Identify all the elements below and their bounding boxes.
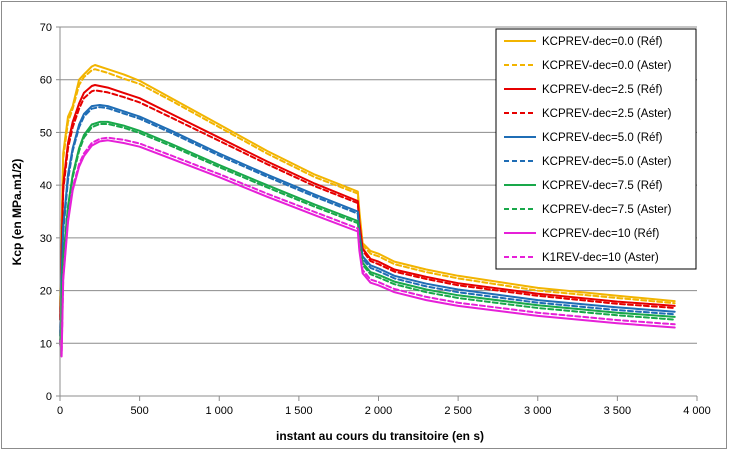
legend-label-5: KCPREV-dec=5.0 (Réf) — [542, 132, 663, 144]
series-line-5 — [59, 104, 676, 334]
legend-label-6: KCPREV-dec=5.0 (Aster) — [542, 156, 672, 168]
y-tick-label: 30 — [40, 233, 52, 245]
series-line-8 — [59, 123, 676, 346]
legend: KCPREV-dec=0.0 (Réf) KCPREV-dec=0.0 (Aste… — [495, 28, 697, 270]
series-layer — [59, 64, 676, 358]
legend-label-1: KCPREV-dec=0.0 (Réf) — [542, 36, 663, 48]
x-tick-label: 1 500 — [285, 405, 313, 417]
x-tick-label: 3 000 — [524, 405, 552, 417]
x-tick-label: 2 500 — [444, 405, 472, 417]
legend-label-2: KCPREV-dec=0.0 (Aster) — [542, 60, 672, 72]
legend-label-4: KCPREV-dec=2.5 (Aster) — [542, 108, 672, 120]
axis-layer: 0 10 20 30 40 50 60 70 0 500 1 000 1 500 2 000 2 500 3… — [40, 22, 711, 417]
legend-box — [495, 28, 697, 270]
y-tick-label: 40 — [40, 180, 52, 192]
x-tick-label: 500 — [130, 405, 148, 417]
y-tick-label: 70 — [40, 22, 52, 34]
y-tick-label: 10 — [40, 338, 52, 350]
series-line-6 — [59, 106, 676, 337]
legend-label-8: KCPREV-dec=7.5 (Aster) — [542, 204, 672, 216]
y-axis-title: Kcp (en MPa.m1/2) — [10, 159, 24, 266]
y-tick-label: 0 — [46, 391, 52, 403]
series-line-10 — [59, 136, 676, 355]
x-axis-title: instant au cours du transitoire (en s) — [276, 429, 484, 443]
x-tick-label: 2 000 — [365, 405, 393, 417]
legend-label-9: KCPREV-dec=10 (Réf) — [542, 228, 659, 240]
series-line-3 — [59, 84, 676, 318]
y-tick-label: 60 — [40, 75, 52, 87]
y-tick-label: 50 — [40, 127, 52, 139]
x-tick-label: 4 000 — [683, 405, 711, 417]
series-line-2 — [59, 68, 676, 310]
x-tick-label: 3 500 — [604, 405, 632, 417]
x-tick-label: 0 — [57, 405, 63, 417]
y-tick-label: 20 — [40, 286, 52, 298]
series-line-1 — [59, 64, 676, 308]
series-line-4 — [59, 89, 676, 321]
legend-label-7: KCPREV-dec=7.5 (Réf) — [542, 180, 663, 192]
legend-label-3: KCPREV-dec=2.5 (Réf) — [542, 84, 663, 96]
x-tick-label: 1 000 — [205, 405, 233, 417]
legend-label-10: K1REV-dec=10 (Aster) — [542, 252, 659, 264]
